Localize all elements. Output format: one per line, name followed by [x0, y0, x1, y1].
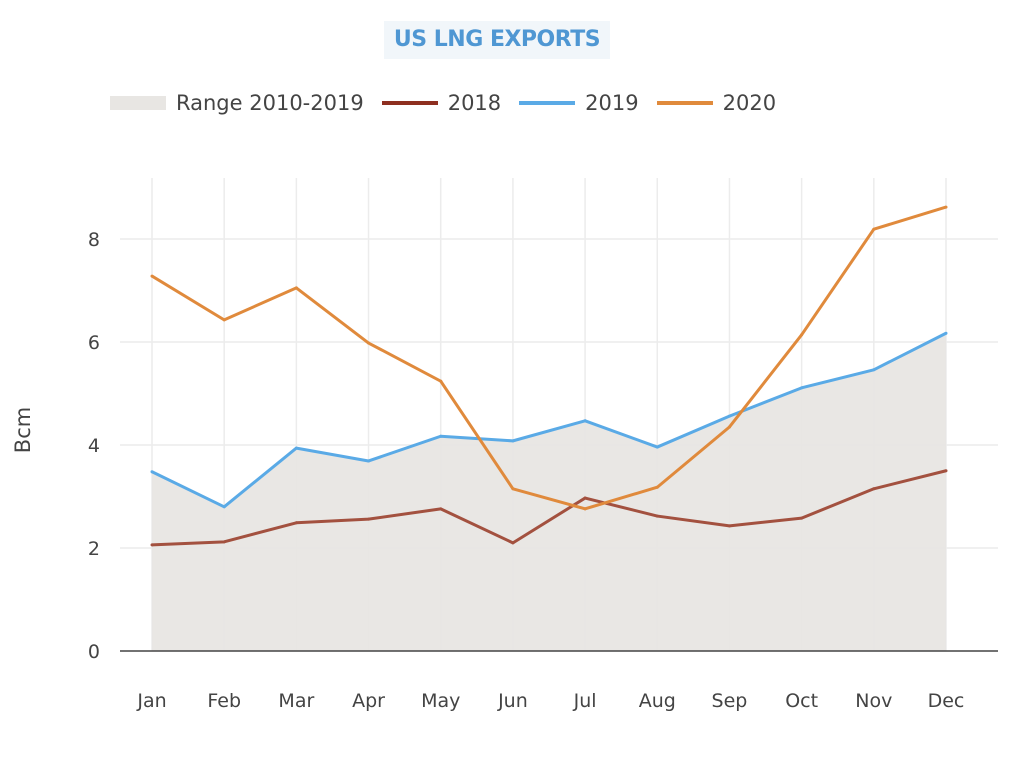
y-tick-label: 6	[88, 332, 100, 354]
x-tick-label: Apr	[352, 690, 385, 712]
x-tick-label: May	[421, 690, 460, 712]
data-point-2018	[150, 543, 154, 547]
range-area	[152, 333, 946, 651]
legend-label: Range 2010-2019	[176, 91, 364, 115]
data-point-2020	[367, 341, 371, 345]
data-point-2018	[655, 514, 659, 518]
data-point-2019	[727, 414, 731, 418]
x-tick-label: Aug	[639, 690, 676, 712]
data-point-2018	[294, 521, 298, 525]
data-point-2020	[150, 274, 154, 278]
legend-swatch-2019	[519, 101, 576, 105]
data-point-2020	[439, 379, 443, 383]
legend-swatch-range	[110, 96, 166, 110]
data-point-2018	[583, 496, 587, 500]
legend-label: 2020	[722, 91, 777, 115]
data-point-2018	[944, 469, 948, 473]
legend-item-range[interactable]: Range 2010-2019	[110, 91, 364, 115]
data-point-2020	[655, 485, 659, 489]
legend: Range 2010-2019 2018 2019 2020	[110, 88, 794, 118]
legend-swatch-2018	[381, 101, 438, 105]
x-tick-label: Jan	[136, 690, 166, 712]
legend-item-2020[interactable]: 2020	[656, 91, 777, 115]
x-tick-label: Sep	[712, 690, 748, 712]
data-point-2018	[872, 487, 876, 491]
series-line-2019	[151, 331, 947, 509]
data-point-2020	[727, 425, 731, 429]
y-tick-label: 2	[88, 538, 100, 560]
data-point-2018	[511, 541, 515, 545]
data-point-2019	[150, 470, 154, 474]
series-line-2018	[151, 469, 947, 547]
data-point-2019	[294, 446, 298, 450]
data-point-2019	[800, 386, 804, 390]
x-tick-label: Dec	[928, 690, 965, 712]
y-tick-label: 0	[88, 641, 100, 663]
data-point-2018	[222, 540, 226, 544]
legend-label: 2019	[585, 91, 639, 115]
legend-swatch-2020	[656, 101, 713, 105]
series-line-2020	[151, 205, 947, 511]
data-point-2020	[800, 333, 804, 337]
data-point-2019	[222, 505, 226, 509]
data-point-2020	[222, 318, 226, 322]
data-point-2020	[294, 286, 298, 290]
data-point-2018	[439, 507, 443, 511]
data-point-2020	[511, 487, 515, 491]
data-point-2020	[583, 507, 587, 511]
y-tick-label: 4	[88, 435, 100, 457]
data-point-2019	[367, 459, 371, 463]
legend-item-2018[interactable]: 2018	[381, 91, 502, 115]
y-tick-label: 8	[88, 229, 100, 251]
data-point-2020	[872, 227, 876, 231]
x-tick-label: Oct	[785, 690, 818, 712]
x-tick-label: Jun	[497, 690, 528, 712]
data-point-2019	[583, 419, 587, 423]
data-point-2019	[511, 439, 515, 443]
legend-item-2019[interactable]: 2019	[519, 91, 639, 115]
x-tick-label: Mar	[278, 690, 314, 712]
data-point-2019	[655, 445, 659, 449]
y-axis-title: Bcm	[11, 407, 35, 453]
x-tick-label: Nov	[855, 690, 892, 712]
x-tick-label: Jul	[573, 690, 597, 712]
data-point-2018	[727, 524, 731, 528]
x-tick-label: Feb	[207, 690, 241, 712]
data-point-2018	[367, 517, 371, 521]
chart-title: US LNG EXPORTS	[384, 21, 610, 59]
data-point-2019	[944, 331, 948, 335]
data-point-2020	[944, 205, 948, 209]
legend-label: 2018	[447, 91, 502, 115]
data-point-2019	[439, 434, 443, 438]
data-point-2019	[872, 368, 876, 372]
data-point-2018	[800, 516, 804, 520]
